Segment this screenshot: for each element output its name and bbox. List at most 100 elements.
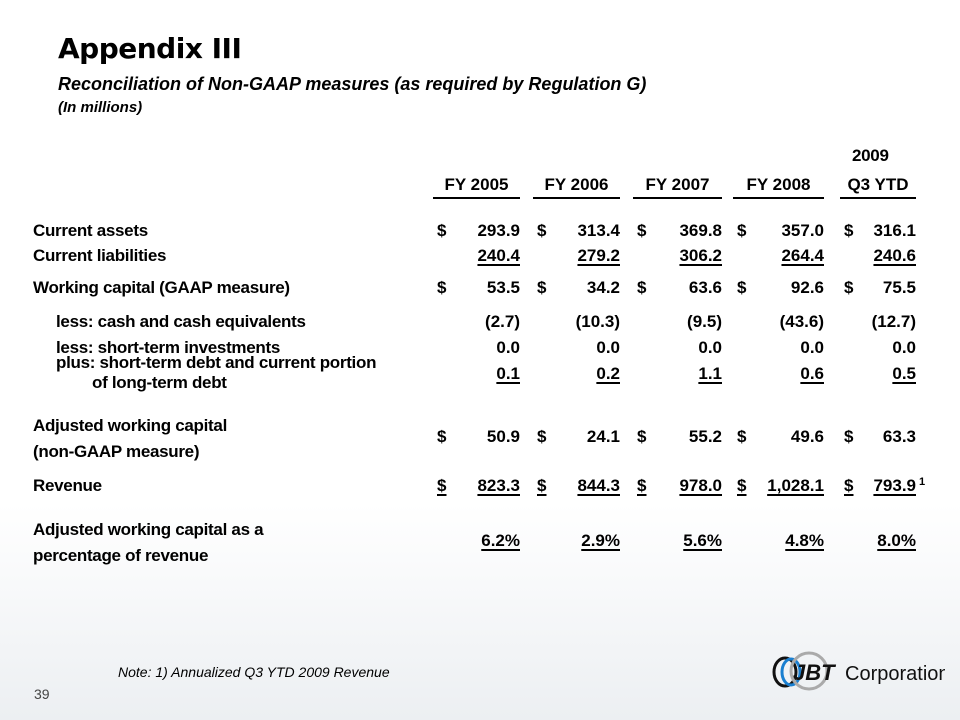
cell-value: 293.9	[477, 221, 520, 240]
cell-value: 92.6	[790, 278, 824, 297]
table-cell: $316.1	[844, 221, 916, 241]
table-cell: $357.0	[737, 221, 824, 241]
table-cell: (12.7)	[872, 312, 916, 332]
cell-value: 240.6	[873, 246, 916, 265]
cell-value: 279.2	[577, 246, 620, 265]
dollar-sign: $	[637, 278, 647, 297]
cell-value: 357.0	[781, 221, 824, 240]
dollar-sign: $	[537, 278, 547, 297]
cell-value: 0.0	[800, 338, 824, 357]
cell-value: 24.1	[586, 427, 620, 446]
table-cell: 306.2	[679, 246, 722, 266]
year-header: 2009	[852, 146, 889, 165]
table-cell: $92.6	[737, 278, 824, 298]
cell-value: 34.2	[586, 278, 620, 297]
table-cell: $75.5	[844, 278, 916, 298]
cell-value: 0.2	[596, 364, 620, 383]
row-label: Adjusted working capital	[33, 416, 227, 435]
table-cell: $55.2	[637, 427, 722, 447]
row-label: Current assets	[33, 221, 148, 240]
dollar-sign: $	[844, 278, 854, 297]
dollar-sign: $	[437, 221, 447, 240]
cell-value: 50.9	[486, 427, 520, 446]
row-label: plus: short-term debt and current portio…	[56, 353, 377, 372]
cell-value: 1,028.1	[767, 476, 824, 495]
dollar-sign: $	[637, 221, 647, 240]
row-label: Revenue	[33, 476, 102, 495]
cell-value: 793.9	[873, 476, 916, 495]
column-header: Q3 YTD	[840, 175, 916, 199]
cell-value: 844.3	[577, 476, 620, 495]
logo-company-text: Corporation	[845, 663, 945, 685]
cell-value: 0.6	[800, 364, 824, 383]
column-header: FY 2006	[533, 175, 620, 199]
dollar-sign: $	[537, 221, 547, 240]
cell-value: 63.3	[882, 427, 916, 446]
table-cell: $823.3	[437, 476, 520, 496]
column-header: FY 2007	[633, 175, 722, 199]
cell-value: (10.3)	[575, 312, 620, 331]
cell-value: 75.5	[882, 278, 916, 297]
table-cell: 240.6	[873, 246, 916, 266]
table-cell: 0.0	[800, 338, 824, 358]
table-cell: (2.7)	[485, 312, 520, 332]
cell-value: 6.2%	[481, 531, 520, 550]
table-cell: 0.6	[800, 364, 824, 384]
row-label-continued: (non-GAAP measure)	[33, 442, 200, 461]
footnote-marker: 1	[919, 476, 926, 488]
row-label-continued: percentage of revenue	[33, 546, 209, 565]
cell-value: 0.0	[496, 338, 520, 357]
row-label: Working capital (GAAP measure)	[33, 278, 290, 297]
dollar-sign: $	[844, 221, 854, 240]
table-cell: 0.0	[698, 338, 722, 358]
row-label: less: cash and cash equivalents	[56, 312, 306, 331]
dollar-sign: $	[844, 427, 854, 446]
cell-value: 0.0	[892, 338, 916, 357]
cell-value: 369.8	[679, 221, 722, 240]
cell-value: 53.5	[486, 278, 520, 297]
cell-value: 313.4	[577, 221, 620, 240]
table-cell: 8.0%	[877, 531, 916, 551]
page-title: Appendix III	[58, 32, 242, 65]
table-cell: (10.3)	[576, 312, 620, 332]
cell-value: 2.9%	[581, 531, 620, 550]
dollar-sign: $	[844, 476, 854, 495]
cell-value: 0.0	[596, 338, 620, 357]
cell-value: 316.1	[873, 221, 916, 240]
logo-jbt-text: JBT	[793, 660, 836, 685]
dollar-sign: $	[737, 476, 747, 495]
row-label-continued: of long-term debt	[92, 373, 227, 392]
dollar-sign: $	[737, 221, 747, 240]
row-label: Adjusted working capital as a	[33, 520, 264, 539]
cell-value: 0.5	[892, 364, 916, 383]
table-cell: 279.2	[577, 246, 620, 266]
cell-value: 49.6	[790, 427, 824, 446]
table-cell: $50.9	[437, 427, 520, 447]
table-cell: 0.0	[892, 338, 916, 358]
cell-value: 264.4	[781, 246, 824, 265]
row-label: less: short-term investments	[56, 338, 281, 357]
table-cell: $313.4	[537, 221, 620, 241]
table-cell: 5.6%	[683, 531, 722, 551]
table-cell: $34.2	[537, 278, 620, 298]
dollar-sign: $	[537, 427, 547, 446]
jbt-logo: JBT Corporation	[765, 650, 950, 695]
table-cell: 0.2	[596, 364, 620, 384]
cell-value: 5.6%	[683, 531, 722, 550]
dollar-sign: $	[437, 278, 447, 297]
cell-value: (12.7)	[871, 312, 916, 331]
table-cell: $369.8	[637, 221, 722, 241]
table-cell: $63.3	[844, 427, 916, 447]
table-cell: (9.5)	[687, 312, 722, 332]
cell-value: 978.0	[679, 476, 722, 495]
table-cell: 4.8%	[785, 531, 824, 551]
dollar-sign: $	[737, 278, 747, 297]
cell-value: 1.1	[698, 364, 722, 383]
row-label: Current liabilities	[33, 246, 167, 265]
column-header: FY 2008	[733, 175, 824, 199]
logo-rings-icon: JBT Corporation	[772, 651, 950, 691]
table-cell: $63.6	[637, 278, 722, 298]
table-cell: $53.5	[437, 278, 520, 298]
cell-value: 0.1	[496, 364, 520, 383]
units-note: (In millions)	[58, 99, 143, 116]
